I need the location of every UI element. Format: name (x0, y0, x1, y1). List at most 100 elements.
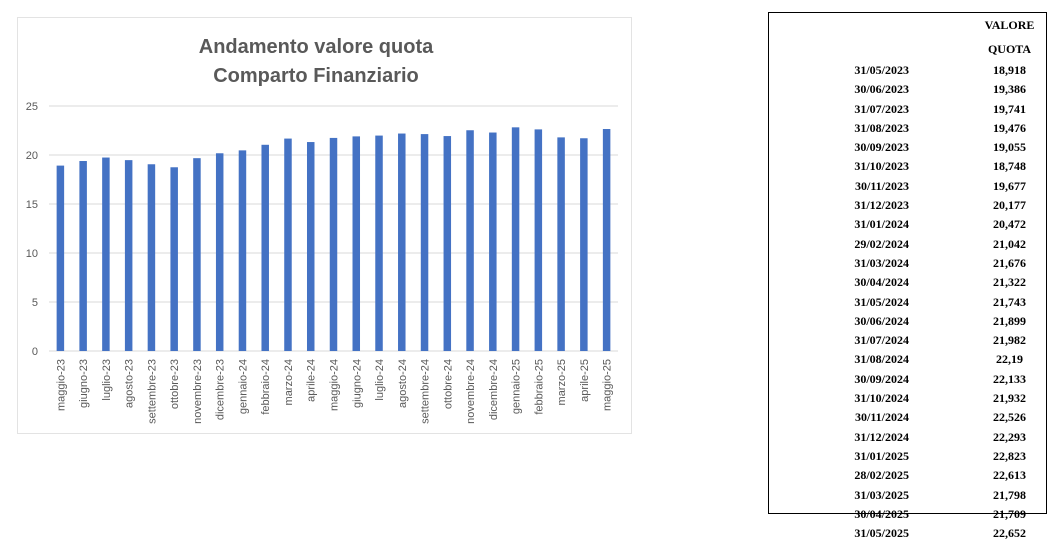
table-row: 30/06/2023 19,386 (769, 80, 1046, 99)
bar (443, 136, 452, 351)
x-tick-label: novembre-23 (192, 359, 204, 424)
x-tick-label: ottobre-24 (442, 359, 454, 409)
table-row: 31/07/2023 19,741 (769, 100, 1046, 119)
bar (329, 137, 338, 351)
x-tick-label: novembre-24 (465, 359, 477, 424)
row-date: 31/03/2025 (854, 487, 909, 502)
y-tick-label: 10 (26, 248, 38, 260)
row-date: 31/08/2023 (854, 120, 909, 135)
table-row: 31/10/2024 21,932 (769, 389, 1046, 408)
table-row: 31/01/2024 20,472 (769, 215, 1046, 234)
x-tick-label: gennaio-25 (511, 359, 523, 414)
row-value: 21,743 (993, 294, 1026, 309)
y-tick-label: 15 (26, 199, 38, 211)
table-row: 30/11/2023 19,677 (769, 177, 1046, 196)
row-value: 21,798 (993, 487, 1026, 502)
y-axis-ticks: 0 5 10 15 20 25 (26, 101, 38, 358)
x-tick-label: luglio-23 (101, 359, 113, 401)
table-row: 31/12/2024 22,293 (769, 428, 1046, 447)
y-tick-label: 20 (26, 150, 38, 162)
bar (124, 160, 133, 351)
x-tick-label: febbraio-25 (533, 359, 545, 415)
bar (466, 130, 474, 351)
bar (489, 132, 497, 351)
header-value: VALORE QUOTA (984, 18, 1035, 56)
row-date: 31/03/2024 (854, 255, 909, 270)
row-value: 21,042 (993, 236, 1026, 251)
row-value: 19,055 (993, 140, 1026, 155)
row-value: 21,322 (993, 275, 1026, 290)
bar (79, 161, 87, 351)
x-tick-label: febbraio-24 (260, 359, 272, 415)
table-row: 30/11/2024 22,526 (769, 408, 1046, 427)
chart-container: Andamento valore quota Comparto Finanzia… (17, 17, 632, 434)
table-header-row: VALORE QUOTA (769, 13, 1046, 61)
bar (170, 167, 178, 351)
bar (375, 135, 383, 351)
table-row: 30/09/2023 19,055 (769, 138, 1046, 157)
x-axis-ticks: maggio-23 giugno-23 luglio-23 agosto-23 sett… (55, 359, 613, 424)
table-row: 31/01/2025 22,823 (769, 447, 1046, 466)
row-date: 31/05/2025 (854, 526, 909, 541)
row-value: 21,676 (993, 255, 1026, 270)
row-date: 31/12/2023 (854, 198, 909, 213)
bar (306, 142, 315, 351)
x-tick-label: dicembre-24 (488, 359, 500, 420)
row-value: 21,982 (993, 333, 1026, 348)
x-tick-label: settembre-24 (420, 359, 432, 424)
bar (352, 136, 361, 351)
x-tick-label: gennaio-24 (237, 359, 249, 414)
row-date: 31/07/2024 (854, 333, 909, 348)
table-row: 31/05/2023 18,918 (769, 61, 1046, 80)
bar (261, 144, 269, 351)
bar (102, 157, 110, 351)
row-date: 31/01/2024 (854, 217, 909, 232)
bar (420, 134, 429, 351)
row-date: 30/06/2023 (854, 82, 909, 97)
row-date: 30/06/2024 (854, 313, 909, 328)
y-tick-label: 25 (26, 101, 38, 113)
x-tick-label: ottobre-23 (169, 359, 181, 409)
row-value: 22,652 (993, 526, 1026, 541)
table-row: 29/02/2024 21,042 (769, 235, 1046, 254)
table-row: 30/04/2024 21,322 (769, 273, 1046, 292)
row-value: 22,613 (993, 468, 1026, 483)
x-tick-label: aprile-25 (579, 359, 591, 402)
row-value: 22,19 (996, 352, 1023, 367)
x-tick-label: marzo-24 (283, 359, 295, 405)
chart-title-line-2: Comparto Finanziario (213, 65, 419, 87)
bar (580, 138, 588, 351)
row-date: 30/09/2023 (854, 140, 909, 155)
table-row: 30/09/2024 22,133 (769, 370, 1046, 389)
row-date: 30/11/2023 (854, 178, 909, 193)
row-date: 30/04/2025 (854, 506, 909, 521)
table-row: 31/12/2023 20,177 (769, 196, 1046, 215)
row-value: 22,823 (993, 448, 1026, 463)
row-value: 21,932 (993, 391, 1026, 406)
row-value: 22,133 (993, 371, 1026, 386)
row-date: 30/04/2024 (854, 275, 909, 290)
bar (56, 165, 65, 351)
row-date: 31/08/2024 (854, 352, 909, 367)
row-date: 31/12/2024 (854, 429, 909, 444)
table-body: 31/05/2023 18,918 30/06/2023 19,386 31/07/20… (769, 61, 1046, 543)
bar (557, 137, 565, 351)
row-date: 31/01/2025 (854, 448, 909, 463)
row-value: 20,472 (993, 217, 1026, 232)
table-row: 31/03/2024 21,676 (769, 254, 1046, 273)
x-tick-label: maggio-25 (602, 359, 614, 411)
x-tick-label: agosto-24 (397, 359, 409, 408)
table-row: 31/10/2023 18,748 (769, 157, 1046, 176)
bar (193, 158, 201, 351)
header-date (769, 13, 933, 61)
row-date: 31/05/2024 (854, 294, 909, 309)
row-value: 21,899 (993, 313, 1026, 328)
bar (284, 138, 292, 351)
bar (147, 164, 156, 351)
x-tick-label: agosto-23 (124, 359, 136, 408)
row-date: 28/02/2025 (854, 468, 909, 483)
bar (602, 129, 611, 351)
row-value: 22,526 (993, 410, 1026, 425)
x-tick-label: maggio-24 (329, 359, 341, 411)
row-date: 31/07/2023 (854, 101, 909, 116)
